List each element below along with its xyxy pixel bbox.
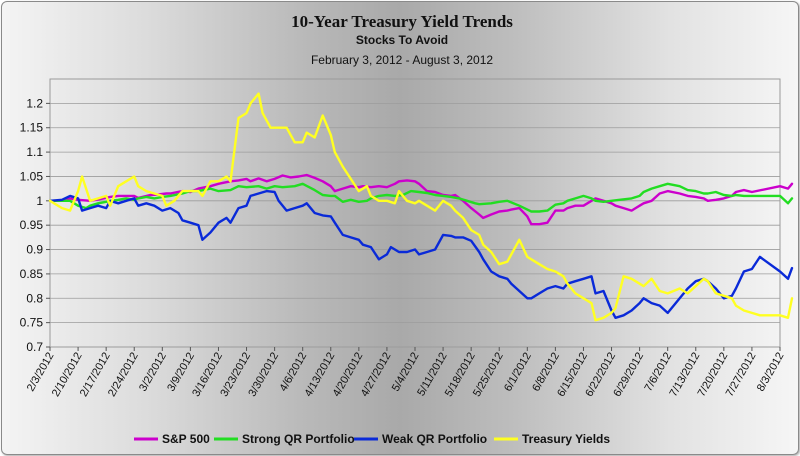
y-tick-label: 1.1 <box>26 145 43 159</box>
legend-label-s-p-500: S&P 500 <box>162 432 210 446</box>
chart-subtitle: Stocks To Avoid <box>356 33 448 47</box>
y-tick-label: 0.8 <box>26 291 43 305</box>
plot-border <box>49 78 781 348</box>
y-tick-label: 1.05 <box>20 169 44 183</box>
legend-label-weak-qr-portfolio: Weak QR Portfolio <box>382 432 487 446</box>
x-tick-label: 4/6/2012 <box>277 351 309 394</box>
y-tick-label: 0.85 <box>20 267 44 281</box>
x-tick-label: 6/1/2012 <box>502 351 534 394</box>
x-tick-label: 3/2/2012 <box>137 351 169 394</box>
x-tick-label: 5/4/2012 <box>390 351 422 394</box>
legend-label-strong-qr-portfolio: Strong QR Portfolio <box>242 432 355 446</box>
chart-date-range: February 3, 2012 - August 3, 2012 <box>311 53 493 67</box>
y-tick-label: 0.7 <box>26 340 43 354</box>
legend-label-treasury-yields: Treasury Yields <box>522 432 610 446</box>
x-tick-label: 7/6/2012 <box>642 351 674 394</box>
x-tick-label: 6/8/2012 <box>530 351 562 394</box>
series-line-strong-qr-portfolio <box>48 182 794 213</box>
x-tick-label: 8/3/2012 <box>755 351 787 394</box>
series-line-s-p-500 <box>48 173 794 226</box>
y-tick-label: 1.15 <box>20 121 44 135</box>
series-line-weak-qr-portfolio <box>48 189 794 319</box>
y-tick-label: 0.75 <box>20 316 44 330</box>
series-line-treasury-yields <box>48 92 794 322</box>
x-tick-label: 2/3/2012 <box>25 351 57 394</box>
y-tick-label: 1.2 <box>26 96 43 110</box>
chart-title: 10-Year Treasury Yield Trends <box>291 12 513 31</box>
y-tick-label: 0.95 <box>20 218 44 232</box>
y-tick-label: 1 <box>36 194 43 208</box>
y-tick-label: 0.9 <box>26 243 43 257</box>
x-tick-label: 3/9/2012 <box>165 351 197 394</box>
